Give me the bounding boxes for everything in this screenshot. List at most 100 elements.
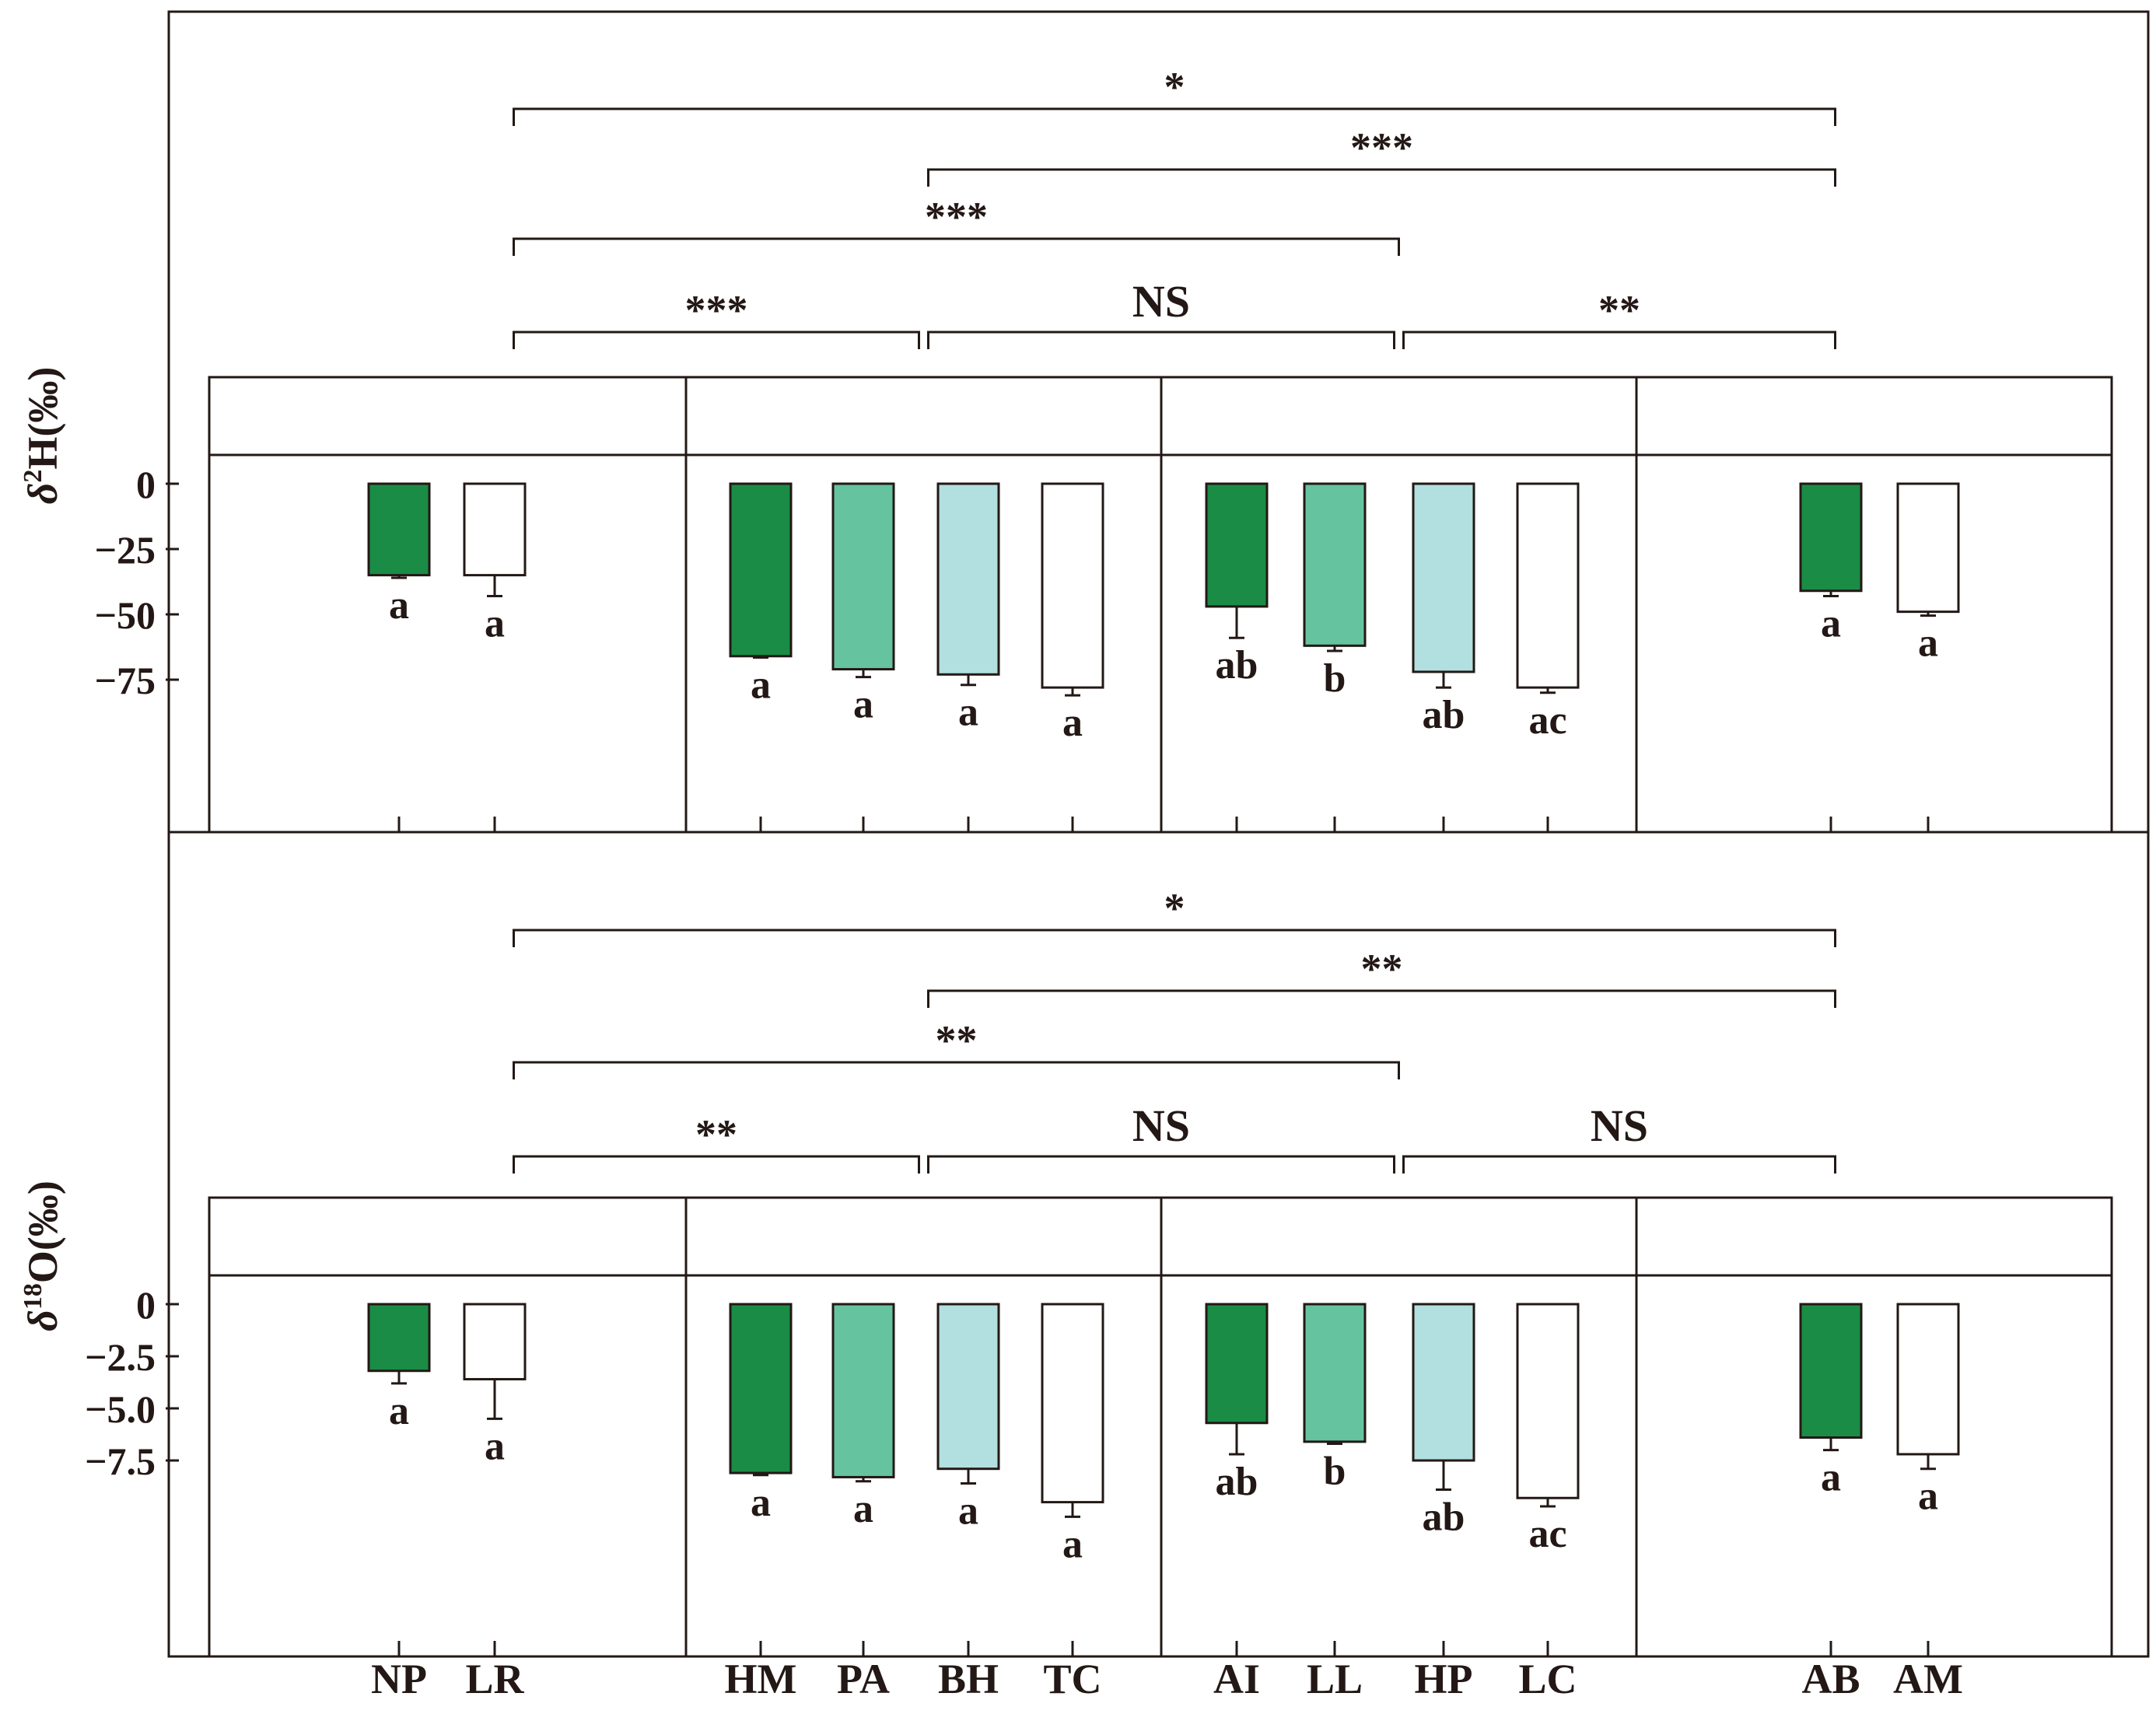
y-axis-label-sup: 18 — [19, 1283, 47, 1310]
y-axis-label-rest: O(‰) — [19, 1181, 66, 1283]
significance-letter: a — [1918, 621, 1938, 666]
x-label-ab: AB — [1801, 1656, 1860, 1702]
comparison-bracket — [927, 331, 1395, 349]
bar-hm — [729, 482, 793, 658]
comparison-bracket — [513, 107, 1836, 126]
significance-letter: ab — [1423, 1495, 1465, 1540]
x-label-ll: LL — [1307, 1656, 1363, 1702]
x-label-lc: LC — [1518, 1656, 1577, 1702]
bar-bh — [936, 482, 1000, 676]
bar-ab — [1799, 1303, 1863, 1439]
bar-hm — [729, 1303, 793, 1474]
bar-ai — [1205, 482, 1269, 608]
bar-pa — [831, 1303, 895, 1478]
comparison-bracket — [513, 237, 1400, 256]
bar-am — [1896, 482, 1960, 614]
bar-lr — [463, 482, 527, 577]
comparison-label: * — [1164, 64, 1185, 110]
y-tick-label: 0 — [136, 1283, 156, 1327]
x-label-tc: TC — [1043, 1656, 1101, 1702]
y-tick-label: −2.5 — [85, 1335, 156, 1379]
comparison-label: NS — [1591, 1100, 1648, 1151]
bar-ll — [1303, 482, 1367, 647]
comparison-bracket — [513, 1061, 1400, 1079]
comparison-label: ** — [936, 1017, 978, 1064]
significance-letter: a — [751, 1481, 771, 1525]
bar-ll — [1303, 1303, 1367, 1443]
y-tick-label: −75 — [95, 659, 156, 702]
bar-hp — [1412, 1303, 1475, 1462]
y-axis-label-prefix: δ — [19, 483, 66, 505]
significance-letter: a — [389, 583, 409, 628]
significance-letter: a — [1821, 601, 1841, 645]
significance-letter: a — [853, 683, 873, 727]
y-tick-label: −7.5 — [85, 1439, 156, 1483]
bar-tc — [1041, 482, 1104, 689]
significance-letter: ab — [1216, 643, 1258, 687]
comparison-label: *** — [1350, 124, 1413, 171]
bar-pa — [831, 482, 895, 671]
significance-letter: ab — [1423, 693, 1465, 737]
x-label-hp: HP — [1415, 1656, 1473, 1702]
x-label-pa: PA — [837, 1656, 890, 1702]
comparison-label: * — [1164, 885, 1185, 932]
significance-letter: a — [958, 1488, 978, 1533]
significance-letter: a — [958, 691, 978, 735]
comparison-bracket — [513, 929, 1836, 947]
comparison-bracket — [513, 1155, 920, 1174]
y-tick-label: 0 — [136, 463, 156, 506]
significance-letter: b — [1324, 1450, 1346, 1494]
comparison-bracket — [513, 331, 920, 349]
y-tick-label: −25 — [95, 528, 156, 572]
comparison-bracket — [927, 989, 1836, 1008]
significance-letter: b — [1324, 656, 1346, 701]
comparison-bracket — [927, 1155, 1395, 1174]
bar-lc — [1516, 482, 1580, 689]
x-label-hm: HM — [725, 1656, 797, 1702]
bar-ai — [1205, 1303, 1269, 1425]
bar-tc — [1041, 1303, 1104, 1504]
comparison-bracket — [1402, 331, 1836, 349]
significance-letter: a — [485, 1424, 505, 1468]
significance-letter: a — [1918, 1474, 1938, 1519]
significance-letter: ab — [1216, 1460, 1258, 1504]
comparison-label: NS — [1132, 276, 1190, 327]
significance-letter: a — [1062, 701, 1083, 745]
y-axis-label: δ18O(‰) — [19, 1181, 66, 1331]
bar-ab — [1799, 482, 1863, 593]
comparison-label: *** — [685, 287, 748, 334]
bar-hp — [1412, 482, 1475, 673]
bar-lr — [463, 1303, 527, 1380]
comparison-label: ** — [1598, 287, 1640, 334]
comparison-label: ** — [1361, 946, 1403, 992]
comparison-label: *** — [925, 194, 988, 240]
y-axis-label-prefix: δ — [19, 1310, 66, 1331]
y-tick-label: −5.0 — [85, 1387, 156, 1431]
x-label-ai: AI — [1213, 1656, 1260, 1702]
x-label-am: AM — [1893, 1656, 1963, 1702]
bar-np — [367, 482, 431, 577]
x-label-np: NP — [371, 1656, 427, 1702]
significance-letter: a — [389, 1389, 409, 1433]
comparison-bracket — [1402, 1155, 1836, 1174]
y-axis-label-sup: 2 — [19, 470, 47, 483]
bar-am — [1896, 1303, 1960, 1456]
comparison-bracket — [927, 168, 1836, 187]
significance-letter: a — [751, 663, 771, 707]
y-axis-label-rest: H(‰) — [19, 367, 66, 470]
bar-bh — [936, 1303, 1000, 1471]
x-label-lr: LR — [465, 1656, 524, 1702]
significance-letter: a — [1821, 1456, 1841, 1500]
significance-letter: a — [853, 1487, 873, 1531]
comparison-label: ** — [695, 1111, 737, 1158]
significance-letter: a — [1062, 1522, 1083, 1566]
significance-letter: ac — [1528, 1512, 1566, 1556]
bar-np — [367, 1303, 431, 1373]
y-tick-label: −50 — [95, 593, 156, 637]
x-label-bh: BH — [938, 1656, 999, 1702]
significance-letter: a — [485, 601, 505, 645]
y-axis-label: δ2H(‰) — [19, 367, 66, 505]
comparison-label: NS — [1132, 1100, 1190, 1151]
